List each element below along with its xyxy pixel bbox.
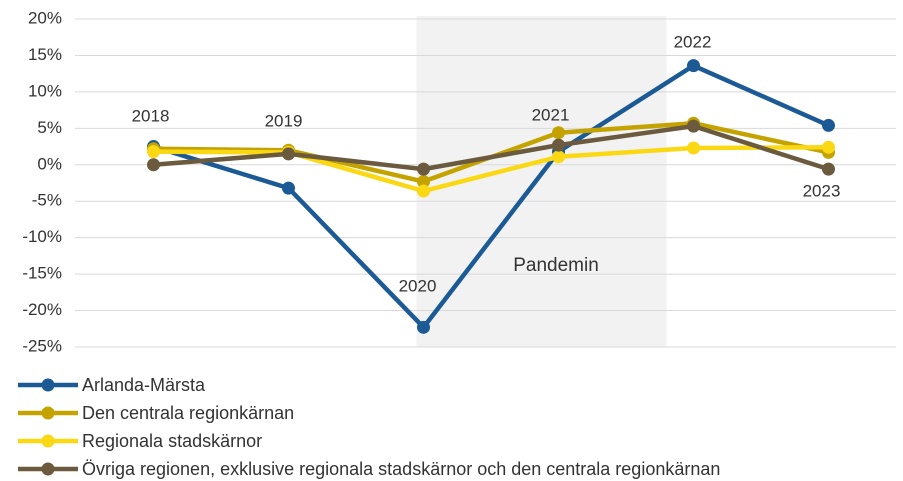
point bbox=[417, 320, 430, 334]
point bbox=[687, 59, 700, 73]
y-tick-label: -5% bbox=[32, 191, 62, 210]
y-tick-label: -25% bbox=[22, 336, 62, 355]
point bbox=[822, 118, 835, 132]
y-tick-label: 5% bbox=[37, 118, 62, 137]
category-label: 2020 bbox=[399, 276, 437, 295]
category-label: 2023 bbox=[803, 181, 841, 200]
category-label: 2019 bbox=[265, 111, 303, 130]
point bbox=[822, 140, 835, 154]
legend-label: Den centrala regionkärnan bbox=[82, 403, 294, 423]
legend-marker bbox=[41, 406, 55, 420]
point bbox=[822, 162, 835, 176]
point bbox=[282, 181, 295, 195]
point bbox=[687, 119, 700, 133]
point bbox=[552, 126, 565, 140]
y-tick-label: -20% bbox=[22, 300, 62, 319]
point bbox=[417, 175, 430, 189]
annotation: Pandemin bbox=[513, 255, 599, 276]
point bbox=[552, 138, 565, 152]
legend-marker bbox=[41, 462, 55, 476]
legend-marker bbox=[41, 434, 55, 448]
y-tick-label: 20% bbox=[28, 8, 62, 27]
y-tick-label: 10% bbox=[28, 81, 62, 100]
point bbox=[687, 141, 700, 155]
legend-label: Övriga regionen, exklusive regionala sta… bbox=[82, 459, 720, 479]
category-label: 2022 bbox=[674, 32, 712, 51]
category-label: 2021 bbox=[532, 105, 570, 124]
legend-label: Regionala stadskärnor bbox=[82, 431, 262, 451]
y-tick-label: 0% bbox=[37, 154, 62, 173]
point bbox=[282, 147, 295, 161]
point bbox=[552, 150, 565, 164]
y-tick-label: 15% bbox=[28, 45, 62, 64]
point bbox=[147, 158, 160, 172]
series-line bbox=[153, 145, 829, 194]
y-tick-label: -10% bbox=[22, 227, 62, 246]
category-label: 2018 bbox=[132, 106, 170, 125]
series-line bbox=[152, 63, 830, 330]
y-tick-label: -15% bbox=[22, 264, 62, 283]
legend-marker bbox=[41, 378, 55, 392]
series-line bbox=[153, 123, 830, 172]
legend-label: Arlanda-Märsta bbox=[82, 375, 206, 395]
point bbox=[417, 162, 430, 176]
point bbox=[417, 184, 430, 198]
point bbox=[147, 145, 160, 159]
